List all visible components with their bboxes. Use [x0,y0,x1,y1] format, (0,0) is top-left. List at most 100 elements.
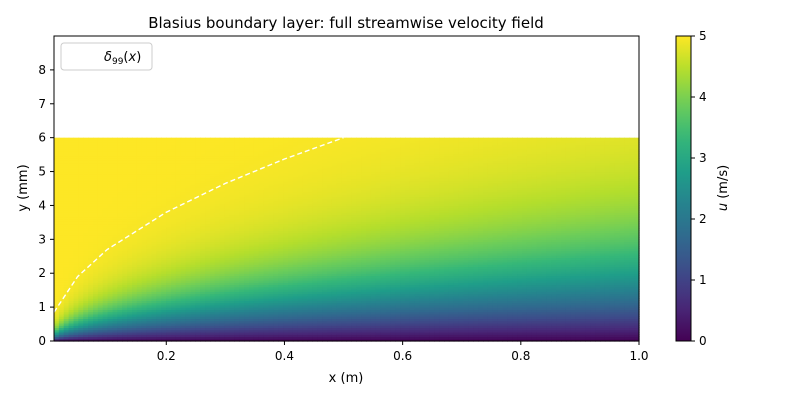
heatmap-cell [151,153,157,157]
heatmap-cell [234,191,240,195]
heatmap-cell [200,212,206,216]
heatmap-cell [127,198,133,202]
heatmap-cell [171,158,177,161]
heatmap-cell [278,203,284,207]
heatmap-cell [273,259,279,263]
heatmap-cell [166,334,172,338]
heatmap-cell [117,207,123,211]
heatmap-cell [171,298,177,301]
heatmap-cell [83,212,89,216]
heatmap-cell [224,182,231,186]
heatmap-cell [171,160,177,164]
heatmap-cell [132,248,138,252]
heatmap-cell [107,259,114,263]
heatmap-cell [239,189,245,193]
heatmap-cell [78,207,84,211]
heatmap-cell [146,187,153,191]
heatmap-cell [278,187,284,191]
heatmap-cell [132,282,138,286]
heatmap-cell [263,237,270,240]
heatmap-cell [292,148,299,152]
heatmap-cell [219,234,226,238]
heatmap-cell [297,329,304,333]
heatmap-cell [190,182,196,186]
heatmap-cell [239,173,245,177]
heatmap-cell [268,329,274,333]
heatmap-cell [219,311,226,315]
heatmap-cell [102,164,109,168]
heatmap-cell [78,291,84,295]
heatmap-cell [278,158,284,161]
heatmap-cell [141,228,148,231]
heatmap-cell [166,282,172,286]
heatmap-cell [58,329,65,333]
heatmap-cell [288,318,294,322]
heatmap-cell [166,295,172,299]
heatmap-cell [195,203,201,207]
heatmap-cell [244,243,250,247]
heatmap-cell [63,246,70,249]
heatmap-cell [283,185,289,188]
heatmap-cell [136,291,143,295]
heatmap-cell [273,146,279,150]
heatmap-cell [273,171,279,175]
heatmap-cell [132,250,138,254]
heatmap-cell [88,322,94,326]
heatmap-cell [210,178,216,182]
heatmap-cell [161,223,167,227]
heatmap-cell [297,223,304,227]
heatmap-cell [107,155,114,159]
heatmap-cell [288,160,294,164]
heatmap-cell [190,216,196,220]
heatmap-cell [132,322,138,326]
heatmap-cell [185,207,192,211]
heatmap-cell [224,142,231,146]
heatmap-cell [185,212,192,216]
heatmap-cell [161,239,167,243]
heatmap-cell [88,286,94,290]
heatmap-cell [244,338,250,342]
heatmap-cell [78,282,84,286]
heatmap-cell [244,212,250,216]
heatmap-cell [83,293,89,297]
heatmap-cell [229,221,235,225]
heatmap-cell [117,219,123,222]
heatmap-cell [244,200,250,204]
heatmap-cell [210,173,216,177]
heatmap-cell [210,336,216,340]
heatmap-cell [58,246,65,249]
heatmap-cell [161,280,167,283]
heatmap-cell [273,293,279,297]
heatmap-cell [107,298,114,301]
heatmap-cell [93,243,99,247]
heatmap-cell [132,169,138,173]
heatmap-cell [166,273,172,277]
heatmap-cell [166,234,172,238]
heatmap-cell [200,270,206,274]
heatmap-cell [97,173,104,177]
heatmap-cell [249,234,255,238]
heatmap-cell [214,322,221,326]
heatmap-cell [151,286,157,290]
heatmap-cell [185,304,192,308]
heatmap-cell [180,298,187,301]
heatmap-cell [297,302,304,306]
heatmap-cell [195,228,201,231]
heatmap-cell [161,298,167,301]
heatmap-cell [200,286,206,290]
heatmap-cell [175,212,182,216]
heatmap-cell [117,298,123,301]
heatmap-cell [292,318,299,322]
heatmap-cell [185,250,192,254]
heatmap-cell [132,191,138,195]
heatmap-cell [93,162,99,166]
heatmap-cell [68,284,75,288]
heatmap-cell [200,334,206,338]
heatmap-cell [122,273,128,277]
heatmap-cell [117,309,123,313]
heatmap-cell [122,144,128,148]
heatmap-cell [132,146,138,150]
heatmap-cell [83,277,89,281]
heatmap-cell [229,148,235,152]
heatmap-cell [83,239,89,243]
